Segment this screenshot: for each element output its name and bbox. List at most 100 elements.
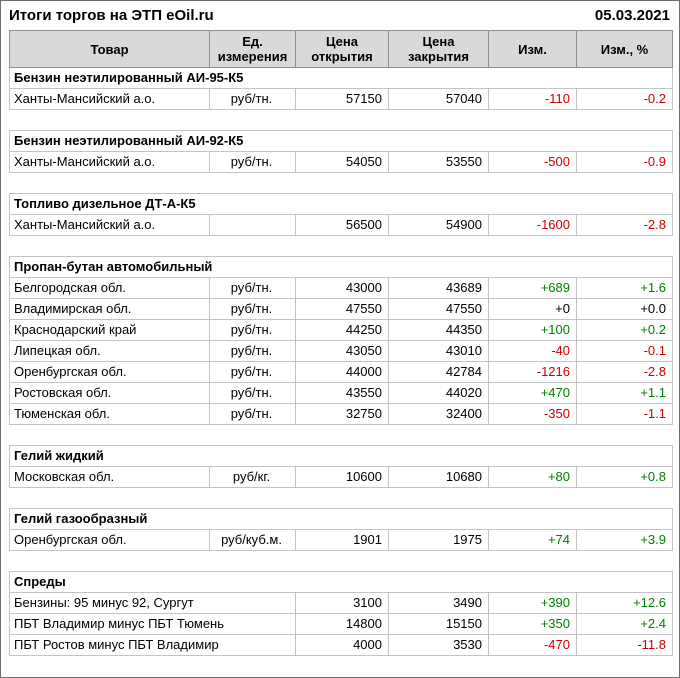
column-header-open: Цена открытия: [295, 30, 389, 68]
open-price-cell: 10600: [295, 466, 389, 488]
change-pct-cell: -0.1: [576, 340, 673, 362]
close-price-cell: 43010: [388, 340, 489, 362]
open-price-cell: 3100: [295, 592, 389, 614]
change-cell: -470: [488, 634, 577, 656]
section-title: Бензин неэтилированный АИ-95-К5: [9, 67, 673, 89]
report-table-body: Бензин неэтилированный АИ-95-К5 Ханты-Ман…: [9, 67, 673, 656]
table-header-row: Товар Ед. измерения Цена открытия Цена з…: [9, 30, 673, 68]
close-price-cell: 57040: [388, 88, 489, 110]
table-row: Белгородская обл. руб/тн. 43000 43689 +689 +1…: [9, 277, 673, 299]
section-header-row: Топливо дизельное ДТ-А-К5: [9, 193, 673, 215]
open-price-cell: 44250: [295, 319, 389, 341]
product-cell: Ханты-Мансийский а.о.: [9, 151, 210, 173]
product-cell: ПБТ Владимир минус ПБТ Тюмень: [9, 613, 296, 635]
change-cell: -1600: [488, 214, 577, 236]
change-cell: -1216: [488, 361, 577, 383]
table-row: Оренбургская обл. руб/куб.м. 1901 1975 +74 +3…: [9, 529, 673, 551]
change-pct-cell: +12.6: [576, 592, 673, 614]
page-title: Итоги торгов на ЭТП eOil.ru: [9, 7, 214, 24]
section-title: Пропан-бутан автомобильный: [9, 256, 673, 278]
product-cell: Ханты-Мансийский а.о.: [9, 88, 210, 110]
change-pct-cell: +0.8: [576, 466, 673, 488]
change-cell: +470: [488, 382, 577, 404]
change-pct-cell: -11.8: [576, 634, 673, 656]
section-spacer: [10, 110, 673, 131]
table-row: Ханты-Мансийский а.о. руб/тн. 57150 57040 -1…: [9, 88, 673, 110]
close-price-cell: 3490: [388, 592, 489, 614]
change-pct-cell: +0.0: [576, 298, 673, 320]
section-spacer: [10, 236, 673, 257]
product-cell: Липецкая обл.: [9, 340, 210, 362]
change-cell: -500: [488, 151, 577, 173]
unit-cell: руб/тн.: [209, 361, 296, 383]
product-cell: Владимирская обл.: [9, 298, 210, 320]
product-cell: Московская обл.: [9, 466, 210, 488]
change-pct-cell: +0.2: [576, 319, 673, 341]
column-header-change: Изм.: [488, 30, 577, 68]
close-price-cell: 10680: [388, 466, 489, 488]
column-header-unit: Ед. измерения: [209, 30, 296, 68]
close-price-cell: 54900: [388, 214, 489, 236]
close-price-cell: 3530: [388, 634, 489, 656]
section-header-row: Гелий газообразный: [9, 508, 673, 530]
unit-cell: руб/тн.: [209, 340, 296, 362]
product-cell: Оренбургская обл.: [9, 529, 210, 551]
column-header-close: Цена закрытия: [388, 30, 489, 68]
unit-cell: руб/куб.м.: [209, 529, 296, 551]
section-header-row: Бензин неэтилированный АИ-95-К5: [9, 67, 673, 89]
change-cell: +100: [488, 319, 577, 341]
change-cell: +80: [488, 466, 577, 488]
change-pct-cell: +1.1: [576, 382, 673, 404]
open-price-cell: 47550: [295, 298, 389, 320]
product-cell: ПБТ Ростов минус ПБТ Владимир: [9, 634, 296, 656]
product-cell: Краснодарский край: [9, 319, 210, 341]
close-price-cell: 47550: [388, 298, 489, 320]
close-price-cell: 44350: [388, 319, 489, 341]
unit-cell: руб/кг.: [209, 466, 296, 488]
close-price-cell: 42784: [388, 361, 489, 383]
table-row: Ростовская обл. руб/тн. 43550 44020 +470 +1.1: [9, 382, 673, 404]
change-pct-cell: +3.9: [576, 529, 673, 551]
close-price-cell: 43689: [388, 277, 489, 299]
change-cell: +350: [488, 613, 577, 635]
section-spacer: [10, 173, 673, 194]
unit-cell: [209, 214, 296, 236]
section-header-row: Спреды: [9, 571, 673, 593]
results-table: Товар Ед. измерения Цена открытия Цена з…: [9, 30, 673, 656]
table-row: Бензины: 95 минус 92, Сургут 3100 3490 +390…: [9, 592, 673, 614]
change-cell: +390: [488, 592, 577, 614]
unit-cell: руб/тн.: [209, 319, 296, 341]
product-cell: Бензины: 95 минус 92, Сургут: [9, 592, 296, 614]
table-row: Тюменская обл. руб/тн. 32750 32400 -350 -1.1: [9, 403, 673, 425]
column-header-change-pct: Изм., %: [576, 30, 673, 68]
table-row: Московская обл. руб/кг. 10600 10680 +80 +0.8: [9, 466, 673, 488]
change-cell: +689: [488, 277, 577, 299]
product-cell: Ростовская обл.: [9, 382, 210, 404]
section-title: Гелий жидкий: [9, 445, 673, 467]
unit-cell: руб/тн.: [209, 403, 296, 425]
open-price-cell: 43050: [295, 340, 389, 362]
section-title: Бензин неэтилированный АИ-92-К5: [9, 130, 673, 152]
unit-cell: руб/тн.: [209, 382, 296, 404]
change-cell: +74: [488, 529, 577, 551]
change-pct-cell: -1.1: [576, 403, 673, 425]
table-row: Липецкая обл. руб/тн. 43050 43010 -40 -0.1: [9, 340, 673, 362]
column-header-product: Товар: [9, 30, 210, 68]
open-price-cell: 43550: [295, 382, 389, 404]
open-price-cell: 4000: [295, 634, 389, 656]
section-spacer: [10, 488, 673, 509]
change-pct-cell: -2.8: [576, 214, 673, 236]
section-header-row: Пропан-бутан автомобильный: [9, 256, 673, 278]
change-cell: -110: [488, 88, 577, 110]
close-price-cell: 15150: [388, 613, 489, 635]
title-bar: Итоги торгов на ЭТП eOil.ru 05.03.2021: [1, 1, 679, 28]
change-pct-cell: +1.6: [576, 277, 673, 299]
unit-cell: руб/тн.: [209, 151, 296, 173]
open-price-cell: 1901: [295, 529, 389, 551]
open-price-cell: 56500: [295, 214, 389, 236]
open-price-cell: 32750: [295, 403, 389, 425]
change-pct-cell: -0.2: [576, 88, 673, 110]
open-price-cell: 57150: [295, 88, 389, 110]
unit-cell: руб/тн.: [209, 88, 296, 110]
